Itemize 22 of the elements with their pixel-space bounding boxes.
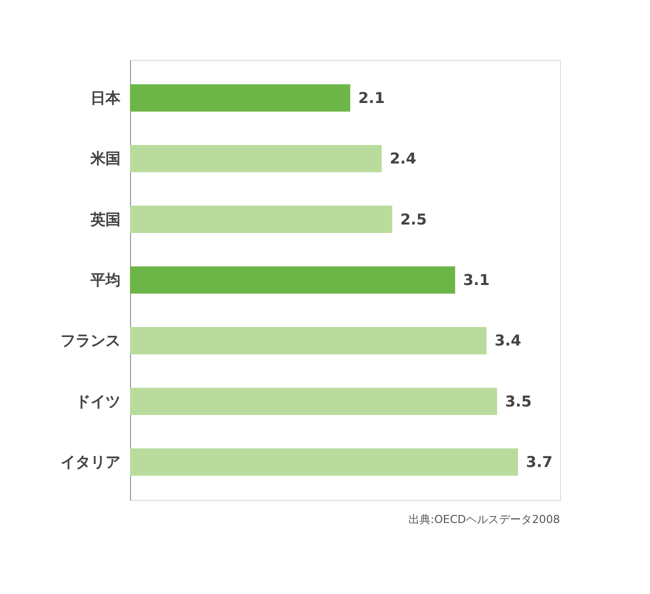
y-tick-label: 平均 — [90, 271, 120, 289]
data-label: 3.7 — [526, 453, 553, 472]
data-label: 3.4 — [494, 332, 522, 350]
y-tick-label: 米国 — [90, 150, 120, 168]
bar — [130, 448, 518, 476]
data-label: 2.1 — [358, 88, 385, 107]
bar — [130, 206, 392, 233]
data-label: 2.5 — [400, 210, 427, 228]
bar — [130, 266, 456, 294]
y-tick-label: ドイツ — [76, 392, 120, 410]
y-tick-label: 日本 — [90, 88, 122, 107]
bar — [130, 327, 487, 354]
bar — [130, 144, 382, 172]
data-label: 3.1 — [463, 271, 490, 289]
bar — [130, 388, 498, 416]
y-tick-label: フランス — [60, 332, 120, 350]
source-note: 出典:OECDヘルスデータ2008 — [408, 513, 560, 526]
y-tick-label: イタリア — [60, 453, 120, 472]
bar — [130, 84, 350, 112]
data-label: 2.4 — [390, 150, 416, 168]
data-label: 3.5 — [505, 392, 532, 410]
y-tick-label: 英国 — [90, 210, 120, 228]
